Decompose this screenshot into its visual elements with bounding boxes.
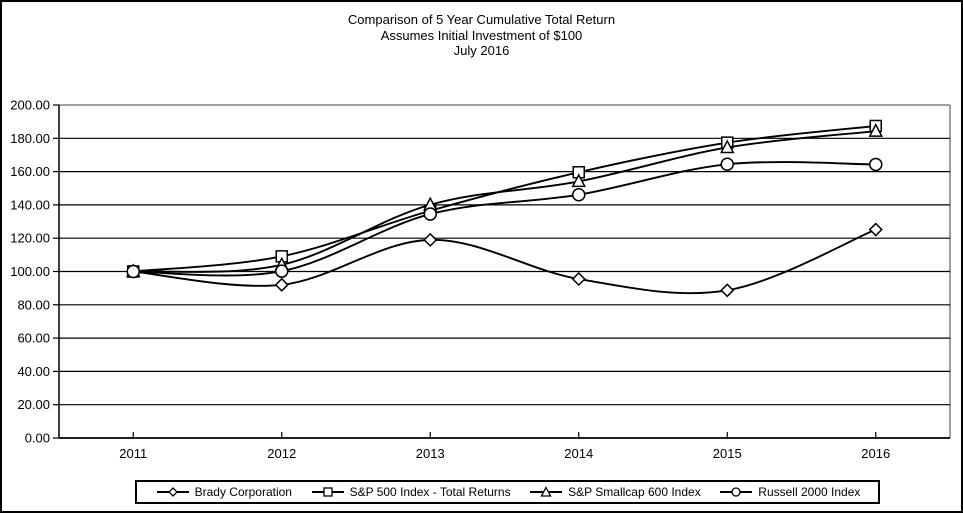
legend: Brady Corporation S&P 500 Index - Total … bbox=[135, 480, 880, 504]
legend-entry-sp-smallcap-600: S&P Smallcap 600 Index bbox=[528, 485, 701, 499]
circle-marker bbox=[572, 187, 586, 202]
chart-title-line3: July 2016 bbox=[453, 43, 510, 58]
legend-label: Brady Corporation bbox=[194, 485, 292, 499]
x-axis-tick-label: 2016 bbox=[861, 446, 890, 461]
legend-entry-brady-corporation: Brady Corporation bbox=[155, 485, 292, 499]
legend-entry-russell-2000: Russell 2000 Index bbox=[718, 485, 860, 499]
circle-marker bbox=[869, 157, 883, 172]
chart-title-line1: Comparison of 5 Year Cumulative Total Re… bbox=[347, 12, 616, 27]
diamond-marker bbox=[423, 232, 438, 247]
series-line-0 bbox=[133, 228, 877, 295]
y-axis-tick-label: 20.00 bbox=[17, 397, 50, 412]
y-axis-tick-label: 120.00 bbox=[10, 231, 50, 246]
y-axis-tick-label: 200.00 bbox=[10, 98, 50, 113]
x-axis-tick-label: 2013 bbox=[416, 446, 445, 461]
circle-marker-icon bbox=[720, 487, 753, 497]
x-axis-tick-label: 2014 bbox=[564, 446, 593, 461]
series-line-2 bbox=[133, 130, 876, 273]
circle-marker bbox=[275, 264, 289, 278]
y-axis-tick-label: 40.00 bbox=[17, 364, 50, 379]
x-axis-tick-label: 2012 bbox=[267, 446, 296, 461]
triangle-marker-icon bbox=[530, 486, 563, 497]
x-axis-tick-label: 2015 bbox=[713, 446, 742, 461]
y-axis-tick-label: 140.00 bbox=[10, 197, 50, 212]
circle-marker bbox=[126, 264, 140, 279]
square-marker-icon bbox=[311, 487, 344, 497]
series-line-3 bbox=[133, 161, 876, 277]
legend-label: S&P Smallcap 600 Index bbox=[568, 485, 701, 499]
y-axis-tick-label: 160.00 bbox=[10, 164, 50, 179]
chart-title: Comparison of 5 Year Cumulative Total Re… bbox=[2, 12, 961, 59]
diamond-marker bbox=[868, 222, 883, 237]
diamond-marker-icon bbox=[156, 487, 189, 497]
y-axis-tick-label: 180.00 bbox=[10, 131, 50, 146]
triangle-marker bbox=[868, 123, 883, 137]
legend-entry-sp500-total-returns: S&P 500 Index - Total Returns bbox=[310, 485, 511, 499]
legend-label: Russell 2000 Index bbox=[758, 485, 861, 499]
triangle-marker bbox=[720, 139, 735, 154]
chart-title-line2: Assumes Initial Investment of $100 bbox=[380, 27, 583, 43]
legend-label: S&P 500 Index - Total Returns bbox=[349, 485, 511, 499]
circle-marker bbox=[423, 207, 437, 221]
diamond-marker bbox=[274, 277, 289, 292]
diamond-marker bbox=[720, 283, 735, 298]
circle-marker bbox=[720, 157, 734, 172]
series-line-1 bbox=[133, 125, 876, 273]
y-axis-tick-label: 100.00 bbox=[10, 264, 50, 279]
y-axis-tick-label: 60.00 bbox=[17, 331, 50, 346]
triangle-marker bbox=[571, 173, 586, 188]
diamond-marker bbox=[571, 271, 586, 287]
y-axis-tick-label: 80.00 bbox=[17, 297, 50, 312]
x-axis-tick-label: 2011 bbox=[119, 446, 147, 461]
y-axis-tick-label: 0.00 bbox=[25, 431, 50, 446]
